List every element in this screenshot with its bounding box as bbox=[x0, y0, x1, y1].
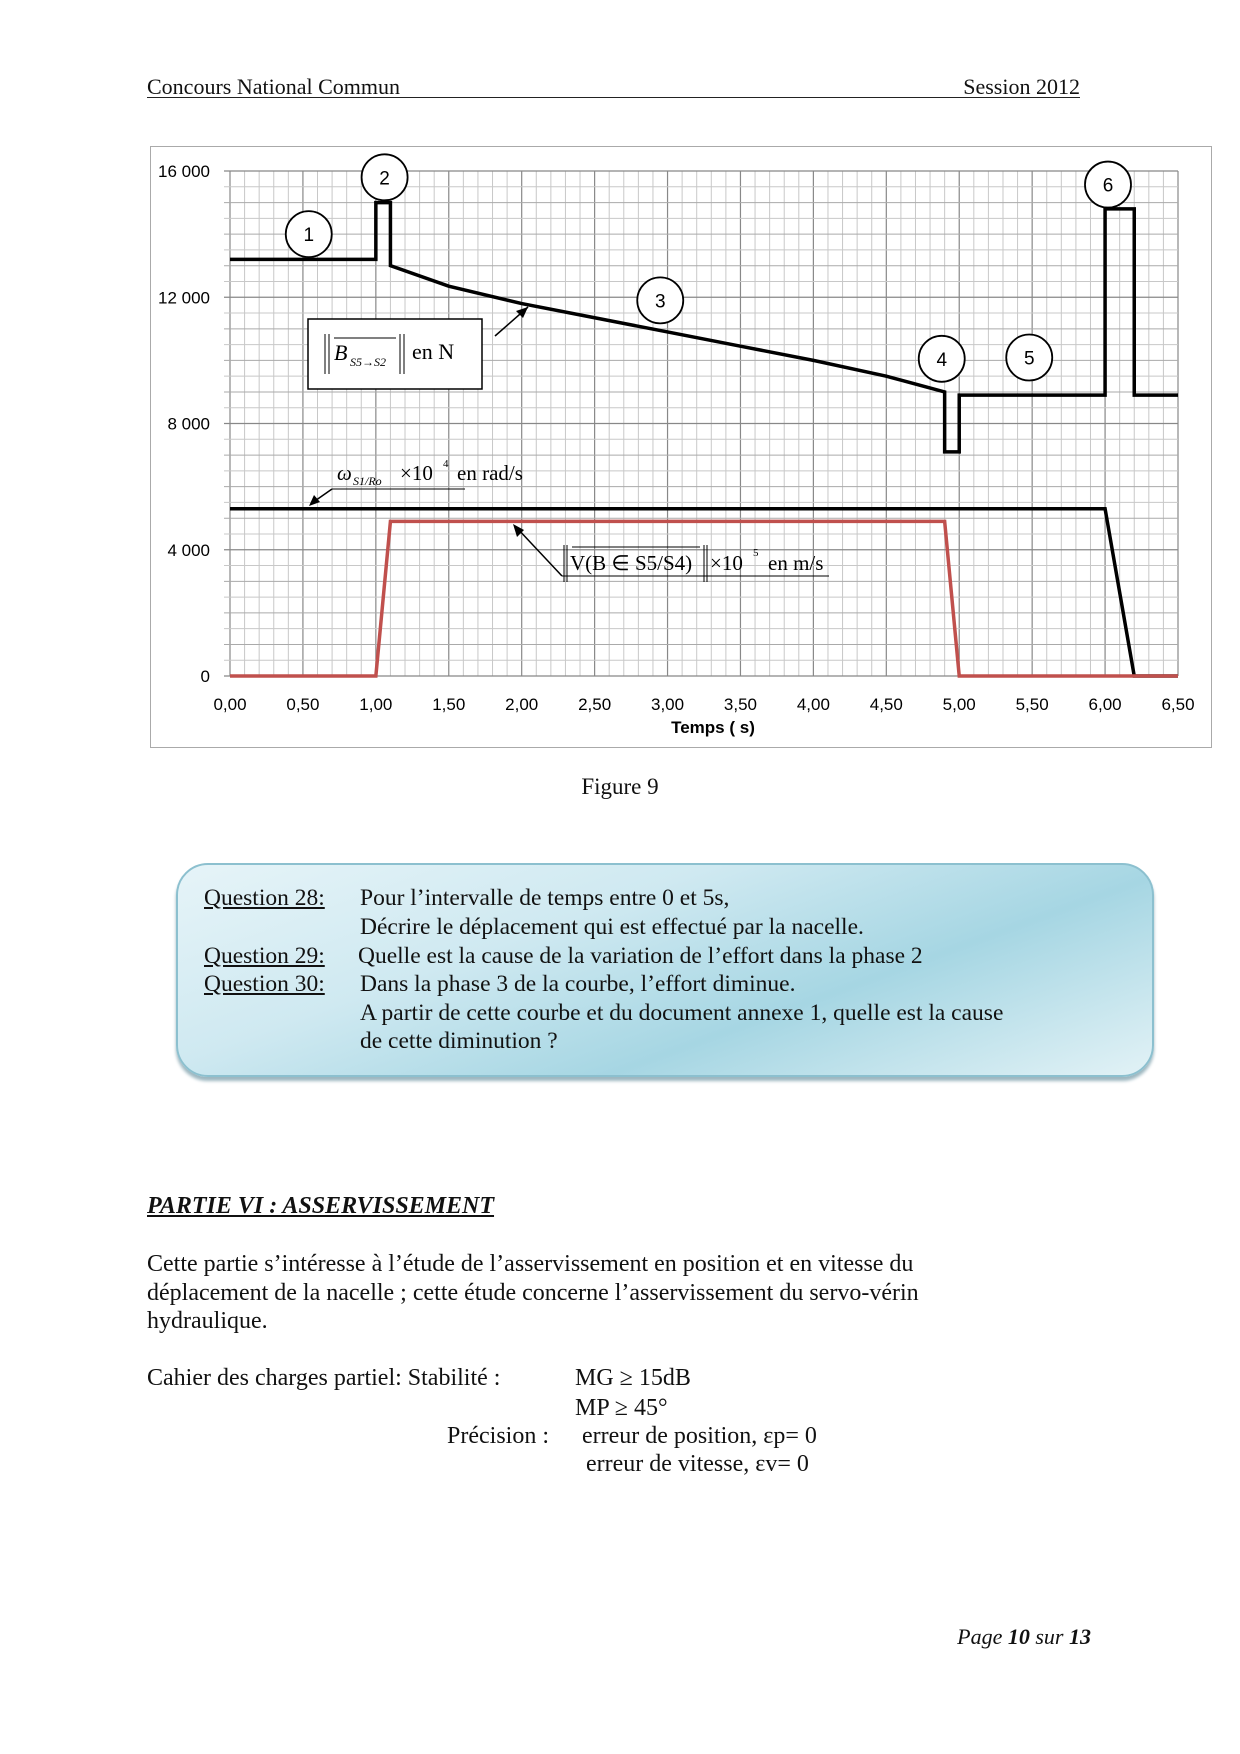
spec-ep: erreur de position, εp= 0 bbox=[582, 1423, 817, 1449]
x-axis-label: Temps ( s) bbox=[671, 718, 755, 737]
svg-text:en m/s: en m/s bbox=[768, 551, 823, 575]
annotations: 1 2 3 4 5 6 bbox=[284, 153, 1132, 383]
paragraph-line-2: déplacement de la nacelle ; cette étude … bbox=[147, 1280, 919, 1306]
annotation-label: 1 bbox=[303, 225, 314, 246]
y-tick-label: 8 000 bbox=[167, 415, 210, 434]
series-line-1 bbox=[230, 200, 1178, 454]
annotation-label: 2 bbox=[379, 168, 390, 189]
y-tick-label: 0 bbox=[201, 667, 210, 686]
legend-force-unit: en N bbox=[412, 339, 454, 364]
x-tick-label: 5,50 bbox=[1016, 695, 1049, 714]
question-28-line-1: Pour l’intervalle de temps entre 0 et 5s… bbox=[360, 885, 730, 911]
svg-text:S1/Ro: S1/Ro bbox=[353, 474, 382, 488]
x-tick-label: 0,50 bbox=[286, 695, 319, 714]
series-line-3 bbox=[230, 519, 1178, 678]
x-tick-label: 2,50 bbox=[578, 695, 611, 714]
x-tick-label: 1,00 bbox=[359, 695, 392, 714]
annotation-label: 3 bbox=[655, 291, 666, 312]
legend-force-sub: S5→S2 bbox=[350, 355, 386, 369]
header-left: Concours National Commun bbox=[147, 74, 400, 99]
x-tick-label: 4,00 bbox=[797, 695, 830, 714]
legend-omega: ω S1/Ro ×10 4 en rad/s bbox=[309, 458, 523, 506]
header-rule bbox=[147, 97, 1080, 98]
spec-mg: MG ≥ 15dB bbox=[575, 1365, 691, 1391]
paragraph-line-1: Cette partie s’intéresse à l’étude de l’… bbox=[147, 1251, 914, 1277]
cahier-label: Cahier des charges partiel: Stabilité : bbox=[147, 1365, 501, 1391]
x-tick-label: 2,00 bbox=[505, 695, 538, 714]
legend-force-symbol: B bbox=[334, 340, 347, 365]
tick-labels: 0,00 0,50 1,00 1,50 2,00 2,50 3,00 3,50 4,00 4,50… bbox=[158, 162, 1195, 714]
annotation-circle bbox=[284, 210, 333, 259]
header-right: Session 2012 bbox=[963, 74, 1080, 99]
svg-text:×10: ×10 bbox=[400, 461, 433, 485]
svg-text:V(B ∈ S5/S4): V(B ∈ S5/S4) bbox=[570, 551, 692, 575]
question-30-line-1: Dans la phase 3 de la courbe, l’effort d… bbox=[360, 971, 796, 997]
question-30-line-2: A partir de cette courbe et du document … bbox=[360, 1000, 1004, 1026]
svg-text:×10: ×10 bbox=[710, 551, 743, 575]
x-tick-label: 3,00 bbox=[651, 695, 684, 714]
legend-force: B S5→S2 en N bbox=[307, 306, 529, 390]
question-29-label: Question 29: bbox=[204, 943, 325, 969]
chart: 0,00 0,50 1,00 1,50 2,00 2,50 3,00 3,50 4,00 4,50… bbox=[158, 153, 1195, 737]
y-tick-label: 12 000 bbox=[158, 288, 210, 307]
svg-text:ω: ω bbox=[337, 461, 352, 485]
x-tick-label: 6,50 bbox=[1161, 695, 1194, 714]
annotation-label: 5 bbox=[1024, 349, 1035, 370]
chart-frame bbox=[150, 146, 1212, 748]
x-tick-label: 0,00 bbox=[213, 695, 246, 714]
section-title: PARTIE VI : ASSERVISSEMENT bbox=[147, 1193, 495, 1219]
series bbox=[230, 200, 1178, 678]
question-29-line-1: Quelle est la cause de la variation de l… bbox=[358, 943, 923, 969]
annotation-circle bbox=[917, 334, 966, 383]
y-tick-label: 16 000 bbox=[158, 162, 210, 181]
annotation-circle bbox=[1084, 160, 1132, 209]
x-tick-label: 6,00 bbox=[1089, 695, 1122, 714]
x-tick-label: 3,50 bbox=[724, 695, 757, 714]
paragraph-line-3: hydraulique. bbox=[147, 1308, 268, 1334]
question-30-label: Question 30: bbox=[204, 971, 325, 997]
page-number: Page 10 sur 13 bbox=[957, 1624, 1091, 1649]
x-tick-label: 5,00 bbox=[943, 695, 976, 714]
figure-caption: Figure 9 bbox=[581, 774, 659, 799]
x-tick-label: 4,50 bbox=[870, 695, 903, 714]
grid bbox=[224, 170, 1179, 677]
spec-ev: erreur de vitesse, εv= 0 bbox=[586, 1451, 809, 1477]
annotation-label: 4 bbox=[936, 350, 947, 371]
question-28-label: Question 28: bbox=[204, 885, 325, 911]
questions-box: Question 28: Pour l’intervalle de temps … bbox=[176, 863, 1154, 1077]
annotation-label: 6 bbox=[1103, 176, 1114, 197]
svg-text:4: 4 bbox=[443, 458, 449, 470]
y-tick-label: 4 000 bbox=[167, 541, 210, 560]
legend-velocity: V(B ∈ S5/S4) ×10 5 en m/s bbox=[513, 524, 829, 582]
svg-text:5: 5 bbox=[753, 547, 759, 559]
question-30-line-3: de cette diminution ? bbox=[360, 1028, 558, 1054]
x-tick-label: 1,50 bbox=[432, 695, 465, 714]
annotation-circle bbox=[636, 276, 685, 325]
svg-text:en rad/s: en rad/s bbox=[457, 461, 523, 485]
annotation-circle bbox=[360, 153, 409, 202]
spec-mp: MP ≥ 45° bbox=[575, 1395, 668, 1421]
question-28-line-2: Décrire le déplacement qui est effectué … bbox=[360, 914, 864, 940]
annotation-circle bbox=[1005, 333, 1054, 382]
precision-label: Précision : bbox=[447, 1423, 549, 1449]
